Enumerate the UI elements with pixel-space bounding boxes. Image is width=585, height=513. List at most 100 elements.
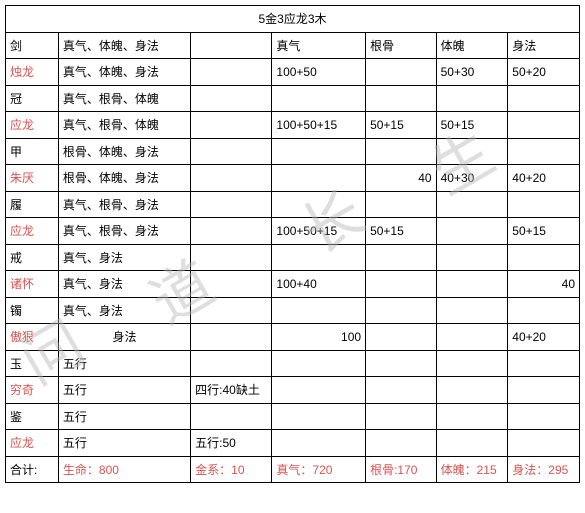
row-zhenqi: 100+50+15 (272, 112, 366, 139)
row-zhenqi: 100+50 (272, 59, 366, 86)
row-zhenqi: 100+40 (272, 271, 366, 298)
row-note (191, 350, 272, 377)
row-attrs: 真气、身法 (58, 244, 190, 271)
row-gengu (366, 244, 437, 271)
footer-gengu: 根骨:170 (366, 456, 437, 483)
row-attrs: 真气、根骨、体魄 (58, 112, 190, 139)
row-attrs: 真气、根骨、身法 (58, 218, 190, 245)
row-tipo (436, 350, 508, 377)
build-table: 5金3应龙3木 剑真气、体魄、身法真气根骨体魄身法烛龙真气、体魄、身法100+5… (5, 5, 580, 483)
row-tipo (436, 297, 508, 324)
row-attrs: 五行 (58, 403, 190, 430)
row-shenfa (508, 403, 580, 430)
table-row: 应龙真气、根骨、身法100+50+1550+1550+15 (6, 218, 580, 245)
row-attrs: 根骨、体魄、身法 (58, 138, 190, 165)
row-attrs: 根骨、体魄、身法 (58, 165, 190, 192)
table-row: 傲狠身法10040+20 (6, 324, 580, 351)
row-name: 傲狠 (6, 324, 59, 351)
table-row: 甲根骨、体魄、身法 (6, 138, 580, 165)
row-name: 冠 (6, 85, 59, 112)
row-note (191, 138, 272, 165)
row-note (191, 85, 272, 112)
row-note: 五行:50 (191, 430, 272, 457)
row-tipo (436, 218, 508, 245)
row-gengu: 40 (366, 165, 437, 192)
row-gengu (366, 430, 437, 457)
row-note (191, 271, 272, 298)
row-tipo (436, 324, 508, 351)
row-note (191, 218, 272, 245)
row-shenfa: 50+20 (508, 59, 580, 86)
row-gengu (366, 377, 437, 404)
row-gengu (366, 324, 437, 351)
row-note (191, 403, 272, 430)
row-shenfa (508, 297, 580, 324)
header-c0: 剑 (6, 32, 59, 59)
row-tipo (436, 85, 508, 112)
row-tipo: 40+30 (436, 165, 508, 192)
row-gengu (366, 297, 437, 324)
row-gengu: 50+15 (366, 112, 437, 139)
row-zhenqi: 100 (272, 324, 366, 351)
row-gengu (366, 350, 437, 377)
table-row: 鉴五行 (6, 403, 580, 430)
footer-life: 生命：800 (58, 456, 190, 483)
title-row: 5金3应龙3木 (6, 6, 580, 33)
header-c2 (191, 32, 272, 59)
table-row: 朱厌根骨、体魄、身法4040+3040+20 (6, 165, 580, 192)
table-row: 诸怀真气、身法100+4040 (6, 271, 580, 298)
row-gengu (366, 85, 437, 112)
row-note (191, 112, 272, 139)
row-attrs: 真气、根骨、身法 (58, 191, 190, 218)
row-zhenqi (272, 85, 366, 112)
table-row: 烛龙真气、体魄、身法 100+50 50+3050+20 (6, 59, 580, 86)
row-name: 应龙 (6, 112, 59, 139)
row-name: 甲 (6, 138, 59, 165)
row-shenfa (508, 112, 580, 139)
row-tipo (436, 403, 508, 430)
row-name: 朱厌 (6, 165, 59, 192)
row-attrs: 真气、身法 (58, 297, 190, 324)
row-gengu: 50+15 (366, 218, 437, 245)
row-zhenqi (272, 244, 366, 271)
row-shenfa (508, 244, 580, 271)
row-tipo: 50+30 (436, 59, 508, 86)
row-tipo: 50+15 (436, 112, 508, 139)
row-gengu (366, 403, 437, 430)
footer-label: 合计: (6, 456, 59, 483)
row-note (191, 244, 272, 271)
row-attrs: 真气、体魄、身法 (58, 59, 190, 86)
row-tipo (436, 377, 508, 404)
row-tipo (436, 244, 508, 271)
footer-zhenqi: 真气：720 (272, 456, 366, 483)
row-name: 烛龙 (6, 59, 59, 86)
footer-shenfa: 身法：295 (508, 456, 580, 483)
header-zhenqi: 真气 (272, 32, 366, 59)
row-note (191, 324, 272, 351)
row-shenfa (508, 85, 580, 112)
row-attrs: 真气、根骨、体魄 (58, 85, 190, 112)
row-name: 应龙 (6, 218, 59, 245)
row-tipo (436, 271, 508, 298)
row-attrs: 五行 (58, 430, 190, 457)
row-note: 四行:40缺土 (191, 377, 272, 404)
row-zhenqi (272, 377, 366, 404)
table-row: 应龙真气、根骨、体魄100+50+1550+1550+15 (6, 112, 580, 139)
row-gengu (366, 59, 437, 86)
row-zhenqi (272, 165, 366, 192)
row-zhenqi (272, 430, 366, 457)
row-zhenqi (272, 350, 366, 377)
footer-element: 金系：10 (191, 456, 272, 483)
table-row: 应龙五行五行:50 (6, 430, 580, 457)
row-shenfa (508, 350, 580, 377)
row-name: 鉴 (6, 403, 59, 430)
row-name: 镯 (6, 297, 59, 324)
row-shenfa (508, 430, 580, 457)
table-row: 玉五行 (6, 350, 580, 377)
table-row: 冠真气、根骨、体魄 (6, 85, 580, 112)
footer-row: 合计: 生命：800 金系：10 真气：720 根骨:170 体魄：215 身法… (6, 456, 580, 483)
row-gengu (366, 191, 437, 218)
row-note (191, 59, 272, 86)
header-c1: 真气、体魄、身法 (58, 32, 190, 59)
table-title: 5金3应龙3木 (6, 6, 580, 33)
